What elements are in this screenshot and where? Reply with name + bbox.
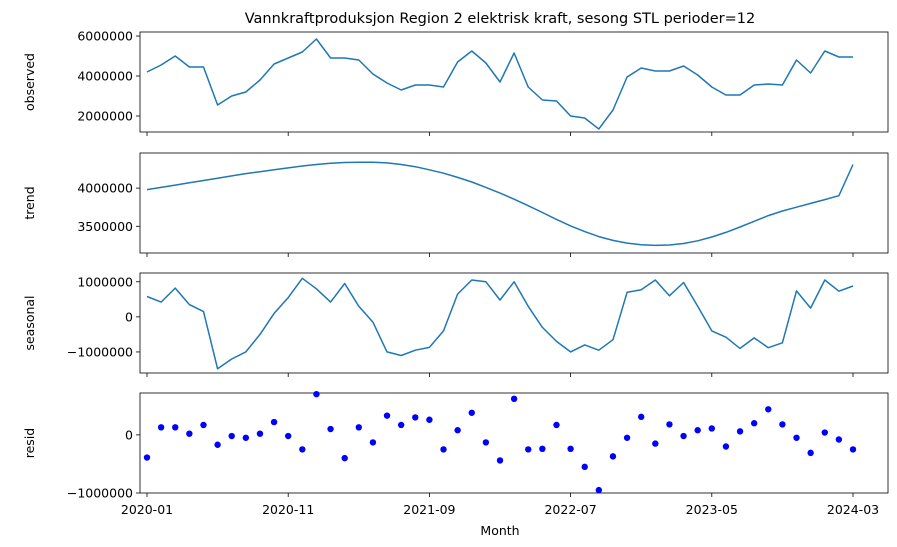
resid-point	[666, 421, 673, 428]
resid-point	[228, 432, 235, 440]
resid-point	[581, 463, 588, 471]
resid-point	[807, 449, 814, 457]
resid-point	[623, 434, 631, 441]
resid-point	[468, 409, 475, 416]
resid-point	[454, 427, 461, 434]
panel-frame	[139, 31, 889, 133]
panel-observed: 2000000 4000000 6000000 observed	[22, 29, 889, 136]
series-line-seasonal	[146, 277, 854, 370]
resid-point	[609, 453, 617, 460]
resid-point	[157, 424, 165, 431]
y-tick-label: 4000000	[77, 69, 133, 84]
resid-point	[355, 424, 362, 431]
resid-point	[440, 446, 447, 453]
resid-point	[680, 432, 687, 440]
resid-point	[214, 441, 221, 448]
resid-point	[638, 413, 645, 421]
y-tick-label: 0	[125, 427, 133, 442]
y-axis-label-observed: observed	[22, 53, 37, 111]
resid-point	[143, 454, 151, 461]
x-axis-label: Month	[480, 523, 519, 538]
y-tick-label: 4000000	[77, 181, 133, 196]
panel-seasonal: −1000000 0 1000000 seasonal	[22, 272, 889, 377]
resid-point	[242, 434, 250, 441]
panel-frame	[139, 152, 889, 254]
resid-point	[186, 430, 193, 437]
resid-point	[426, 416, 433, 423]
resid-point	[553, 421, 560, 429]
resid-point	[708, 425, 715, 432]
x-tick-label: 2020-11	[262, 502, 314, 517]
resid-point	[750, 420, 758, 427]
y-tick-label: 2000000	[77, 109, 133, 124]
resid-point	[397, 421, 405, 429]
y-axis-label-trend: trend	[22, 186, 37, 219]
resid-point	[652, 440, 659, 447]
resid-point	[496, 457, 504, 464]
y-tick-label: −1000000	[67, 486, 133, 501]
y-tick-label: 0	[125, 309, 133, 324]
resid-point	[694, 427, 701, 434]
resid-point	[793, 434, 800, 441]
resid-point	[285, 432, 292, 440]
resid-point	[835, 436, 843, 443]
y-axis-label-resid: resid	[22, 428, 37, 458]
resid-point	[172, 424, 179, 431]
resid-point	[369, 439, 377, 446]
resid-point	[849, 446, 857, 453]
resid-point	[595, 486, 603, 494]
resid-point	[313, 390, 320, 398]
resid-point	[736, 428, 744, 435]
series-line-trend	[146, 161, 854, 247]
resid-point	[256, 430, 264, 437]
resid-point	[383, 412, 391, 419]
resid-point	[821, 429, 828, 436]
resid-point	[779, 421, 786, 428]
panel-resid: −1000000 0 resid	[22, 390, 889, 501]
series-line-observed	[146, 38, 853, 130]
panel-frame	[139, 392, 889, 494]
panel-frame	[139, 272, 889, 374]
x-tick-label: 2022-07	[544, 502, 596, 517]
resid-point	[539, 445, 546, 453]
y-axis-label-seasonal: seasonal	[22, 295, 37, 350]
resid-point	[567, 445, 574, 453]
resid-point	[722, 443, 730, 450]
resid-point	[765, 406, 772, 413]
x-tick-label: 2024-03	[827, 502, 879, 517]
resid-point	[270, 418, 278, 426]
x-tick-label: 2020-01	[121, 502, 173, 517]
y-tick-label: 1000000	[77, 274, 133, 289]
resid-point	[200, 421, 207, 429]
resid-point	[482, 439, 490, 446]
y-tick-label: −1000000	[67, 344, 133, 359]
resid-point	[510, 395, 518, 403]
x-tick-label: 2023-05	[686, 502, 738, 517]
resid-point	[412, 414, 419, 421]
panel-trend: 3500000 4000000 trend	[22, 152, 889, 257]
resid-point	[525, 446, 532, 453]
resid-point	[341, 454, 348, 462]
resid-point	[327, 425, 334, 433]
y-tick-label: 3500000	[77, 219, 133, 234]
x-tick-label: 2021-09	[403, 502, 455, 517]
resid-point	[299, 446, 306, 453]
y-tick-label: 6000000	[77, 29, 133, 44]
chart-title: Vannkraftproduksjon Region 2 elektrisk k…	[245, 11, 756, 27]
